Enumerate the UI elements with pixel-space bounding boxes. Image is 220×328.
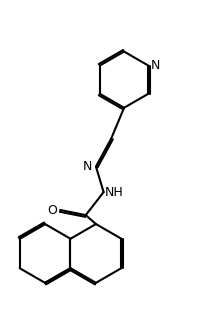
Text: O: O	[48, 203, 58, 216]
Text: N: N	[151, 59, 160, 72]
Text: N: N	[83, 160, 92, 173]
Text: NH: NH	[105, 186, 124, 199]
